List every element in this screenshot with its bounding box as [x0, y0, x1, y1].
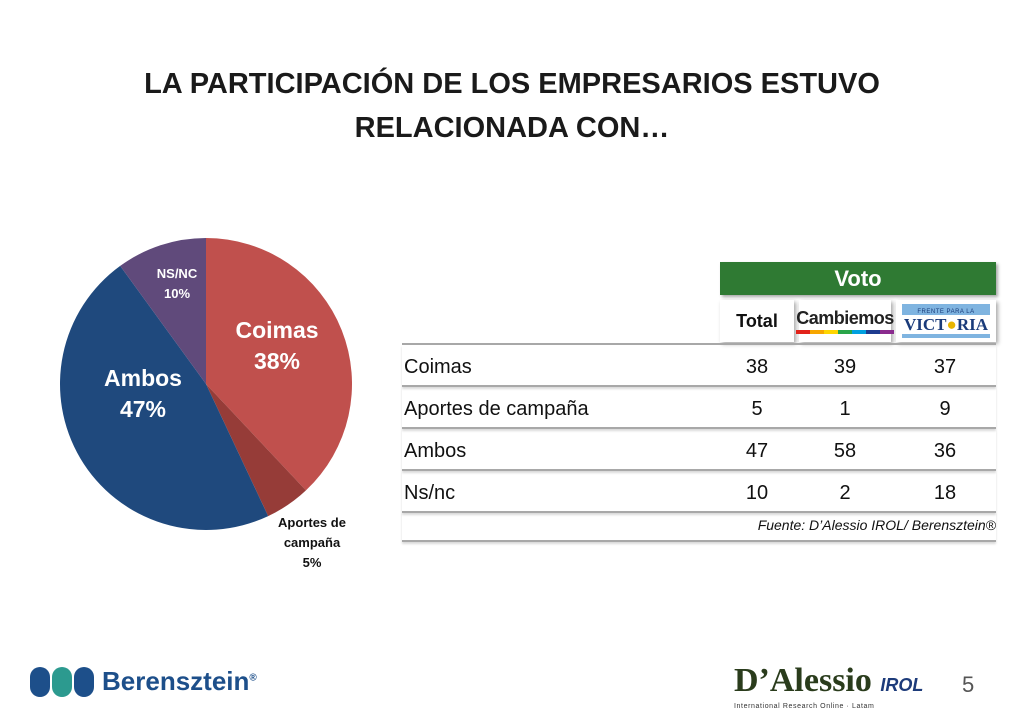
table-row: Ns/nc 10 2 18	[402, 471, 996, 513]
fpv-logo-big-text: VICT●RIA	[901, 314, 991, 334]
row-label: Coimas	[404, 356, 472, 378]
column-header-fpv: FRENTE PARA LA VICT●RIA	[896, 300, 996, 342]
pie-slice-coimas	[206, 238, 352, 491]
slide-title-line-2: RELACIONADA CON…	[354, 112, 670, 144]
dalessio-logo-main: D’Alessio IROL	[734, 664, 924, 702]
table-row: Ambos 47 58 36	[402, 429, 996, 471]
pie-label-coimas-value: 38%	[253, 348, 301, 374]
pie-label-ambos-value: 47%	[119, 396, 167, 422]
pie-label-ambos: Ambos 47%	[88, 363, 198, 425]
dalessio-name: D’Alessio	[734, 662, 872, 699]
cell-cambiemos: 39	[833, 356, 857, 378]
cell-fpv: 37	[933, 356, 957, 378]
registered-mark: ®	[249, 672, 257, 684]
cell-total: 38	[745, 356, 769, 378]
slide-title: LA PARTICIPACIÓN DE LOS EMPRESARIOS ESTU…	[0, 62, 1024, 150]
pie-label-coimas-name: Coimas	[235, 317, 319, 343]
berensztein-mark-icon	[30, 666, 94, 697]
row-label: Ambos	[404, 440, 467, 462]
pie-slice-ns-nc	[120, 238, 206, 384]
pie-slice-ambos	[60, 265, 269, 530]
voto-header: Voto	[720, 262, 996, 295]
pie-label-aportes-value: 5%	[302, 555, 322, 570]
row-label: Ns/nc	[404, 482, 456, 504]
slide-title-line-1: LA PARTICIPACIÓN DE LOS EMPRESARIOS ESTU…	[144, 68, 880, 100]
pie-label-nsnc: NS/NC 10%	[142, 264, 212, 304]
cell-total: 47	[745, 440, 769, 462]
table-row: Aportes de campaña 5 1 9	[402, 387, 996, 429]
cell-total: 5	[751, 398, 763, 420]
dalessio-tagline: International Research Online · Latam	[734, 703, 875, 710]
pie-label-nsnc-value: 10%	[163, 286, 191, 301]
cell-cambiemos: 2	[839, 482, 851, 504]
pie-label-aportes-name: Aportes de campaña	[278, 515, 346, 550]
fpv-logo-part-b: RIA	[956, 314, 988, 334]
cell-total: 10	[745, 482, 769, 504]
source-note: Fuente: D’Alessio IROL/ Berensztein®	[402, 512, 996, 542]
cell-cambiemos: 58	[833, 440, 857, 462]
cell-fpv: 36	[933, 440, 957, 462]
column-header-cambiemos: Cambiemos	[796, 300, 894, 342]
fpv-logo-small-text: FRENTE PARA LA	[917, 308, 975, 315]
pie-chart	[60, 238, 352, 530]
pie-label-aportes: Aportes de campaña 5%	[262, 513, 362, 573]
berensztein-logo: Berensztein®	[30, 666, 257, 697]
table-header-divider	[402, 343, 996, 345]
dalessio-logo: D’Alessio IROL International Research On…	[734, 664, 924, 711]
cell-fpv: 9	[939, 398, 951, 420]
cambiemos-logo-stripe	[796, 330, 894, 334]
cambiemos-logo-text: Cambiemos	[796, 308, 894, 328]
sun-icon: ●	[946, 314, 957, 334]
cambiemos-logo: Cambiemos	[796, 308, 894, 334]
pie-label-ambos-name: Ambos	[104, 365, 182, 391]
row-label: Aportes de campaña	[404, 398, 589, 420]
pie-label-nsnc-name: NS/NC	[156, 266, 198, 281]
berensztein-name: Berensztein®	[102, 666, 257, 697]
irol-name: IROL	[880, 675, 924, 695]
cell-cambiemos: 1	[839, 398, 851, 420]
cell-fpv: 18	[933, 482, 957, 504]
column-header-total: Total	[720, 300, 794, 342]
pie-label-coimas: Coimas 38%	[222, 315, 332, 377]
page-number: 5	[962, 672, 975, 697]
pie-slice-aportes-de-campa-a	[206, 384, 306, 517]
berensztein-name-text: Berensztein	[102, 666, 250, 696]
fpv-logo-part-a: VICT	[904, 314, 947, 334]
fpv-logo: FRENTE PARA LA VICT●RIA	[901, 304, 991, 338]
table-row: Coimas 38 39 37	[402, 345, 996, 387]
